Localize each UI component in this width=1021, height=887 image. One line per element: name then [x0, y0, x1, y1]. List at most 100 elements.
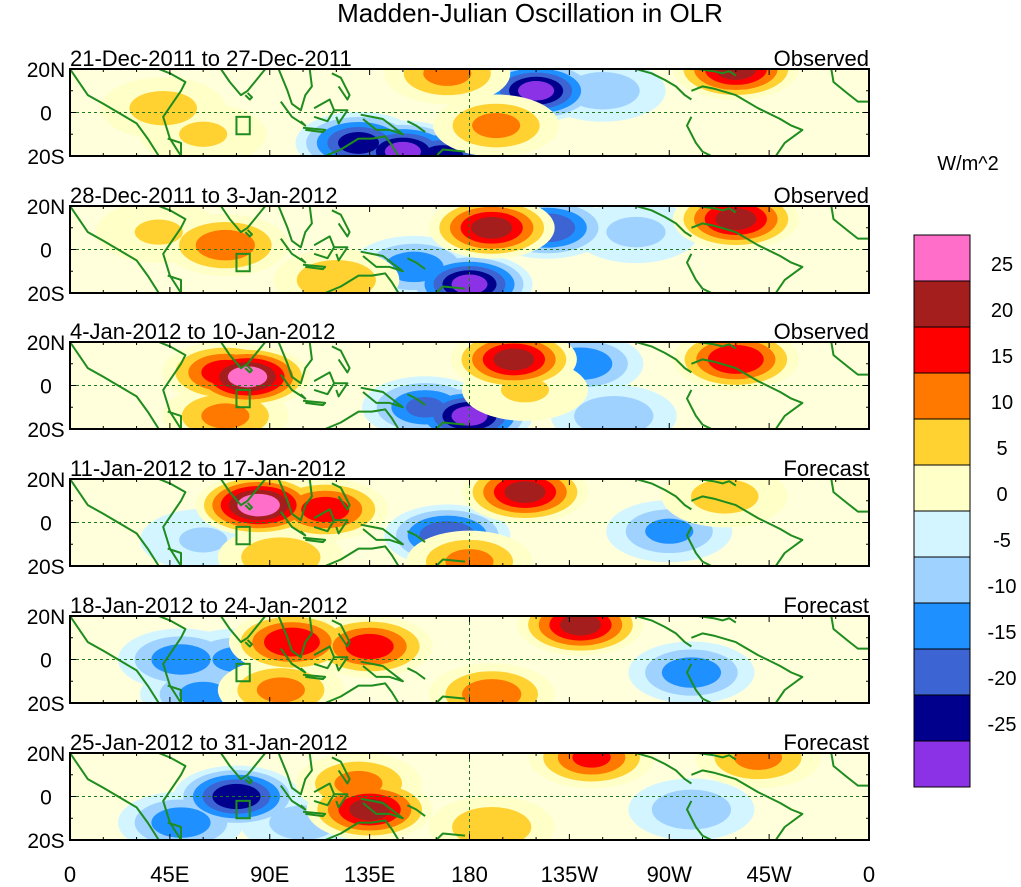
index-region-box [235, 388, 251, 409]
lon-tick-label: 0 [64, 862, 76, 887]
lon-tick-label: 0 [863, 862, 875, 887]
coastline [830, 479, 869, 513]
positive-anomaly-contour [345, 633, 394, 660]
coastline [691, 495, 804, 566]
positive-anomaly-contour [733, 753, 783, 770]
coastline [277, 479, 313, 522]
lon-tick-label: 90E [250, 862, 289, 887]
positive-anomaly-contour [500, 377, 550, 403]
negative-anomaly-contour [179, 527, 228, 553]
lat-tick-label: 20S [27, 419, 64, 442]
coastline [279, 101, 307, 127]
coastline [334, 382, 349, 398]
lat-tick-label: 20S [27, 146, 64, 169]
coastline [435, 832, 466, 840]
colorbar-tick-label: 5 [996, 438, 1007, 460]
coastline [635, 479, 692, 511]
positive-anomaly-contour [301, 496, 350, 523]
coastline [686, 663, 712, 703]
colorbar-swatch [913, 234, 971, 282]
colorbar-tick-label: -10 [988, 576, 1017, 598]
lat-tick-label: 0 [40, 240, 52, 263]
colorbar-tick-label: -15 [988, 622, 1017, 644]
lat-tick-label: 20S [27, 556, 64, 579]
panel-5: 18-Jan-2012 to 24-Jan-2012 Forecast 20N 0 20… [27, 593, 870, 716]
coastline [324, 135, 400, 156]
colorbar-tick-label: 10 [991, 392, 1013, 414]
coastline [220, 342, 267, 370]
positive-anomaly-contour [334, 770, 383, 797]
coastline [360, 523, 404, 546]
positive-anomaly-contour [707, 344, 764, 374]
coastline [435, 285, 466, 293]
positive-anomaly-contour [256, 677, 305, 703]
coastline [70, 342, 187, 429]
positive-anomaly-contour [423, 69, 472, 86]
lat-tick-label: 20N [27, 196, 66, 219]
coastline [279, 374, 307, 400]
coastline [686, 116, 712, 156]
coastline [244, 776, 253, 785]
lon-tick-label: 45W [747, 862, 792, 887]
coastline [244, 502, 253, 511]
lon-tick-label: 45E [150, 862, 189, 887]
index-region-box [235, 525, 251, 546]
coastline [635, 342, 692, 374]
coastline [360, 386, 404, 409]
coastline [302, 126, 327, 134]
colorbar-swatch [913, 648, 971, 696]
lon-tick-label: 90W [647, 862, 692, 887]
coastline [331, 756, 351, 785]
coastline [331, 72, 351, 101]
coastline [167, 274, 182, 293]
colorbar-tick-label: -5 [993, 530, 1011, 552]
lat-tick-label: 0 [40, 513, 52, 536]
positive-anomaly-contour [572, 753, 611, 768]
coastline [244, 92, 253, 101]
lat-tick-label: 20N [27, 332, 66, 355]
coastline [324, 819, 400, 840]
coastline [302, 810, 327, 818]
panel-4: 11-Jan-2012 to 17-Jan-2012 Forecast 20N 0 20… [27, 456, 870, 579]
anomaly-field [117, 616, 755, 703]
coastline [697, 616, 737, 624]
colorbar-swatch [913, 740, 971, 788]
coastline [830, 342, 869, 376]
index-region-box [235, 799, 251, 820]
coastline [691, 632, 804, 703]
positive-anomaly-contour [201, 403, 250, 429]
lat-tick-label: 20N [27, 59, 66, 82]
colorbar-tick-label: 0 [996, 484, 1007, 506]
coastline [279, 785, 307, 811]
coastline [277, 342, 313, 385]
coastline [406, 804, 426, 817]
positive-anomaly-contour [264, 627, 320, 657]
negative-anomaly-contour [606, 216, 666, 248]
colorbar-tick-label: 25 [991, 254, 1013, 276]
negative-anomaly-contour [645, 518, 694, 544]
negative-anomaly-contour [574, 396, 654, 429]
positive-anomaly-contour [559, 616, 601, 636]
panel-status: Forecast [783, 456, 869, 481]
negative-anomaly-contour [338, 132, 380, 154]
coastline [167, 821, 182, 840]
colorbar-tick-label: -25 [988, 714, 1017, 736]
coastline [279, 511, 307, 537]
negative-anomaly-contour [384, 141, 421, 156]
lon-tick-label: 135W [541, 862, 599, 887]
coastline [406, 530, 426, 543]
panel-status: Observed [774, 319, 869, 344]
panel-2: 28-Dec-2011 to 3-Jan-2012 Observed 20N 0 20S [27, 183, 870, 306]
coastline [635, 753, 692, 785]
longitude-axis: 0 45E 90E 135E 180 135W 90W 45W 0 [64, 862, 875, 887]
negative-anomaly-contour [151, 807, 211, 838]
lon-tick-label: 180 [451, 862, 488, 887]
panel-status: Observed [774, 46, 869, 71]
panel-date-range: 21-Dec-2011 to 27-Dec-2011 [70, 46, 352, 71]
lat-tick-label: 0 [40, 103, 52, 126]
coastline [324, 408, 400, 429]
coastline [324, 272, 400, 293]
coastline [697, 479, 737, 487]
negative-anomaly-contour [384, 251, 444, 283]
lat-tick-label: 0 [40, 787, 52, 810]
